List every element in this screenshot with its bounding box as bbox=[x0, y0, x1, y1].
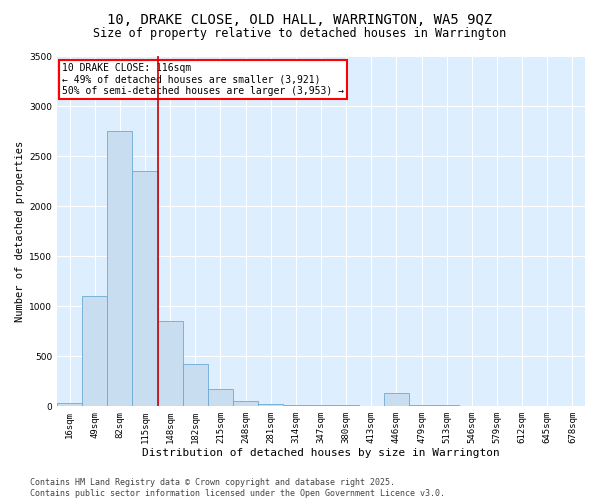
Text: Size of property relative to detached houses in Warrington: Size of property relative to detached ho… bbox=[94, 28, 506, 40]
Text: Contains HM Land Registry data © Crown copyright and database right 2025.
Contai: Contains HM Land Registry data © Crown c… bbox=[30, 478, 445, 498]
Bar bbox=[57, 403, 82, 406]
Bar bbox=[334, 404, 359, 406]
X-axis label: Distribution of detached houses by size in Warrington: Distribution of detached houses by size … bbox=[142, 448, 500, 458]
Bar bbox=[233, 401, 258, 406]
Bar bbox=[409, 405, 434, 406]
Bar bbox=[82, 296, 107, 406]
Text: 10, DRAKE CLOSE, OLD HALL, WARRINGTON, WA5 9QZ: 10, DRAKE CLOSE, OLD HALL, WARRINGTON, W… bbox=[107, 12, 493, 26]
Bar bbox=[158, 321, 183, 406]
Bar bbox=[258, 404, 283, 406]
Bar bbox=[133, 171, 158, 406]
Bar bbox=[283, 404, 308, 406]
Bar bbox=[107, 131, 133, 406]
Text: 10 DRAKE CLOSE: 116sqm
← 49% of detached houses are smaller (3,921)
50% of semi-: 10 DRAKE CLOSE: 116sqm ← 49% of detached… bbox=[62, 63, 344, 96]
Bar bbox=[208, 389, 233, 406]
Y-axis label: Number of detached properties: Number of detached properties bbox=[15, 140, 25, 322]
Bar bbox=[384, 393, 409, 406]
Bar bbox=[308, 405, 334, 406]
Bar bbox=[183, 364, 208, 406]
